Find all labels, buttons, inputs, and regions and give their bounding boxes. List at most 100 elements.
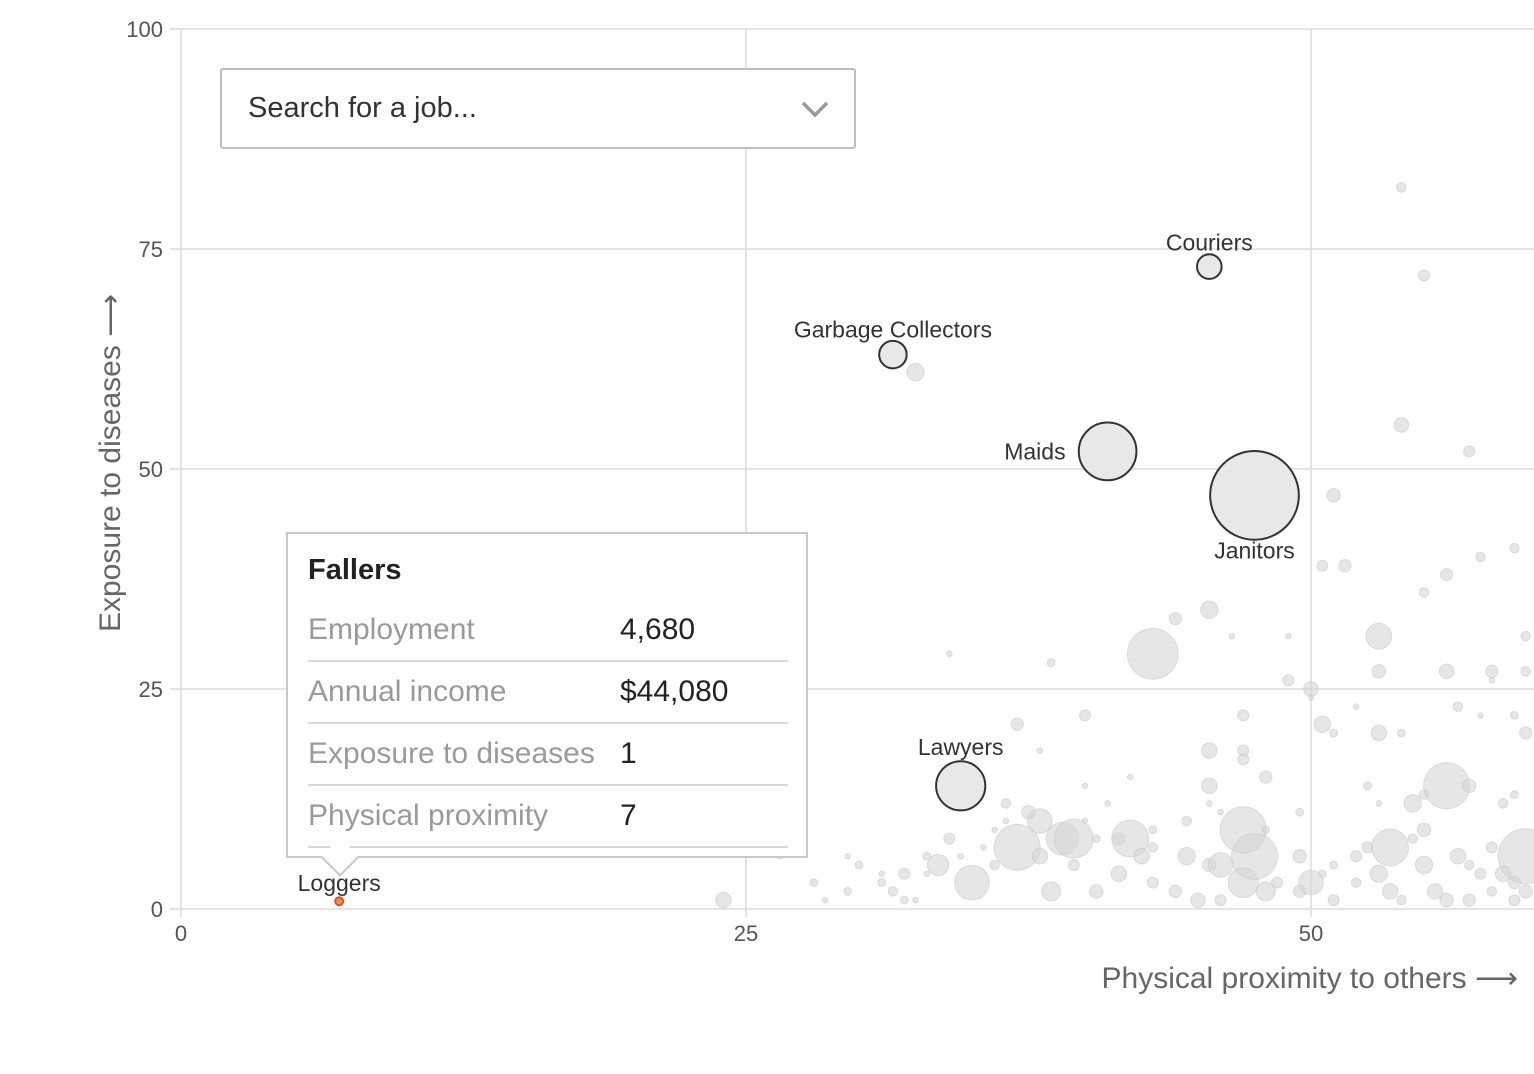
job-bubble[interactable] bbox=[1255, 881, 1276, 902]
job-bubble[interactable] bbox=[809, 878, 819, 887]
job-bubble[interactable] bbox=[1519, 726, 1533, 740]
job-bubble[interactable] bbox=[1369, 864, 1388, 883]
job-bubble[interactable] bbox=[1508, 894, 1521, 907]
job-bubble[interactable] bbox=[1363, 781, 1372, 791]
job-bubble[interactable] bbox=[1438, 663, 1455, 680]
job-bubble[interactable] bbox=[1298, 869, 1324, 896]
job-bubble[interactable] bbox=[1449, 847, 1467, 865]
job-bubble[interactable] bbox=[1474, 867, 1487, 880]
job-bubble[interactable] bbox=[1027, 808, 1053, 834]
job-bubble[interactable] bbox=[1200, 600, 1219, 619]
job-bubble[interactable] bbox=[1217, 808, 1224, 816]
job-bubble[interactable] bbox=[1219, 806, 1267, 854]
job-bubble[interactable] bbox=[1462, 893, 1476, 907]
job-bubble[interactable] bbox=[906, 363, 925, 382]
job-bubble[interactable] bbox=[1375, 800, 1383, 807]
job-bubble[interactable] bbox=[1307, 694, 1315, 702]
job-bubble[interactable] bbox=[943, 832, 956, 845]
job-bubble[interactable] bbox=[991, 826, 998, 834]
job-bubble[interactable] bbox=[1486, 886, 1498, 897]
job-bubble[interactable] bbox=[993, 823, 1041, 871]
job-bubble[interactable] bbox=[1271, 876, 1284, 889]
job-bubble[interactable] bbox=[1067, 859, 1080, 871]
job-bubble[interactable] bbox=[1497, 798, 1509, 809]
job-bubble[interactable] bbox=[1285, 632, 1292, 640]
job-bubble[interactable] bbox=[1295, 807, 1305, 817]
job-bubble[interactable] bbox=[821, 896, 829, 904]
job-bubble[interactable] bbox=[854, 860, 864, 870]
job-bubble[interactable] bbox=[1427, 883, 1444, 900]
job-bubble[interactable] bbox=[1237, 709, 1250, 722]
highlighted-job-bubble[interactable] bbox=[1209, 450, 1300, 541]
job-bubble[interactable] bbox=[1133, 847, 1150, 865]
job-bubble[interactable] bbox=[1206, 800, 1213, 807]
job-bubble[interactable] bbox=[1414, 855, 1434, 875]
job-bubble[interactable] bbox=[1201, 742, 1218, 759]
job-bubble[interactable] bbox=[1259, 770, 1273, 784]
job-bubble[interactable] bbox=[1303, 681, 1319, 697]
job-bubble[interactable] bbox=[1488, 676, 1496, 684]
job-bubble[interactable] bbox=[1371, 664, 1387, 679]
highlighted-job-bubble[interactable] bbox=[878, 339, 908, 370]
job-bubble[interactable] bbox=[1228, 632, 1236, 640]
job-bubble[interactable] bbox=[1350, 850, 1363, 863]
job-bubble[interactable] bbox=[1181, 815, 1192, 827]
job-bubble[interactable] bbox=[844, 852, 851, 860]
job-bubble[interactable] bbox=[843, 887, 853, 896]
job-bubble[interactable] bbox=[1002, 817, 1010, 825]
job-bubble[interactable] bbox=[1292, 848, 1307, 864]
job-bubble[interactable] bbox=[1407, 833, 1418, 844]
job-bubble[interactable] bbox=[1507, 875, 1522, 890]
search-input[interactable] bbox=[246, 91, 798, 126]
job-bubble[interactable] bbox=[1510, 711, 1519, 720]
chevron-down-icon[interactable] bbox=[798, 92, 832, 126]
job-bubble[interactable] bbox=[1352, 703, 1360, 710]
job-bubble[interactable] bbox=[1365, 622, 1393, 650]
job-bubble[interactable] bbox=[1416, 822, 1432, 838]
job-bubble[interactable] bbox=[1485, 841, 1498, 854]
job-bubble[interactable] bbox=[1403, 794, 1422, 813]
job-bubble[interactable] bbox=[1036, 747, 1044, 754]
job-bubble[interactable] bbox=[715, 891, 732, 909]
job-bubble[interactable] bbox=[1329, 728, 1338, 738]
job-bubble[interactable] bbox=[898, 867, 911, 880]
job-bubble[interactable] bbox=[1126, 773, 1134, 781]
job-bubble[interactable] bbox=[1396, 894, 1407, 906]
job-bubble[interactable] bbox=[1477, 712, 1484, 719]
job-bubble[interactable] bbox=[1439, 892, 1454, 908]
job-bubble[interactable] bbox=[1316, 559, 1329, 572]
job-bubble[interactable] bbox=[1104, 800, 1111, 807]
job-bubble[interactable] bbox=[1168, 884, 1183, 899]
selected-job-point[interactable] bbox=[334, 896, 345, 907]
job-bubble[interactable] bbox=[922, 851, 932, 861]
job-bubble[interactable] bbox=[946, 650, 953, 658]
job-bubble[interactable] bbox=[1146, 876, 1159, 889]
job-bubble[interactable] bbox=[1110, 865, 1128, 883]
job-bubble[interactable] bbox=[1041, 881, 1062, 902]
job-bubble[interactable] bbox=[1463, 445, 1476, 458]
job-bubble[interactable] bbox=[1053, 818, 1094, 859]
job-bubble[interactable] bbox=[887, 886, 899, 897]
job-bubble[interactable] bbox=[1381, 883, 1399, 900]
job-bubble[interactable] bbox=[1111, 819, 1150, 858]
job-bubble[interactable] bbox=[1327, 894, 1340, 907]
job-bubble[interactable] bbox=[1148, 825, 1158, 835]
job-bubble[interactable] bbox=[1371, 828, 1410, 867]
job-bubble[interactable] bbox=[926, 853, 950, 877]
job-bubble[interactable] bbox=[954, 864, 990, 901]
job-bubble[interactable] bbox=[899, 895, 909, 905]
job-bubble[interactable] bbox=[1214, 894, 1227, 907]
job-bubble[interactable] bbox=[1518, 884, 1533, 899]
job-bubble[interactable] bbox=[1397, 728, 1406, 738]
job-bubble[interactable] bbox=[1520, 630, 1531, 642]
job-bubble[interactable] bbox=[1207, 852, 1234, 878]
job-bubble[interactable] bbox=[989, 859, 1000, 871]
job-bubble[interactable] bbox=[877, 878, 886, 887]
job-bubble[interactable] bbox=[1461, 778, 1477, 794]
job-bubble[interactable] bbox=[1046, 658, 1056, 667]
job-bubble[interactable] bbox=[1000, 798, 1012, 809]
job-bubble[interactable] bbox=[1452, 701, 1464, 712]
job-bubble[interactable] bbox=[1418, 586, 1430, 598]
job-bubble[interactable] bbox=[1237, 753, 1250, 766]
job-bubble[interactable] bbox=[1350, 877, 1362, 888]
